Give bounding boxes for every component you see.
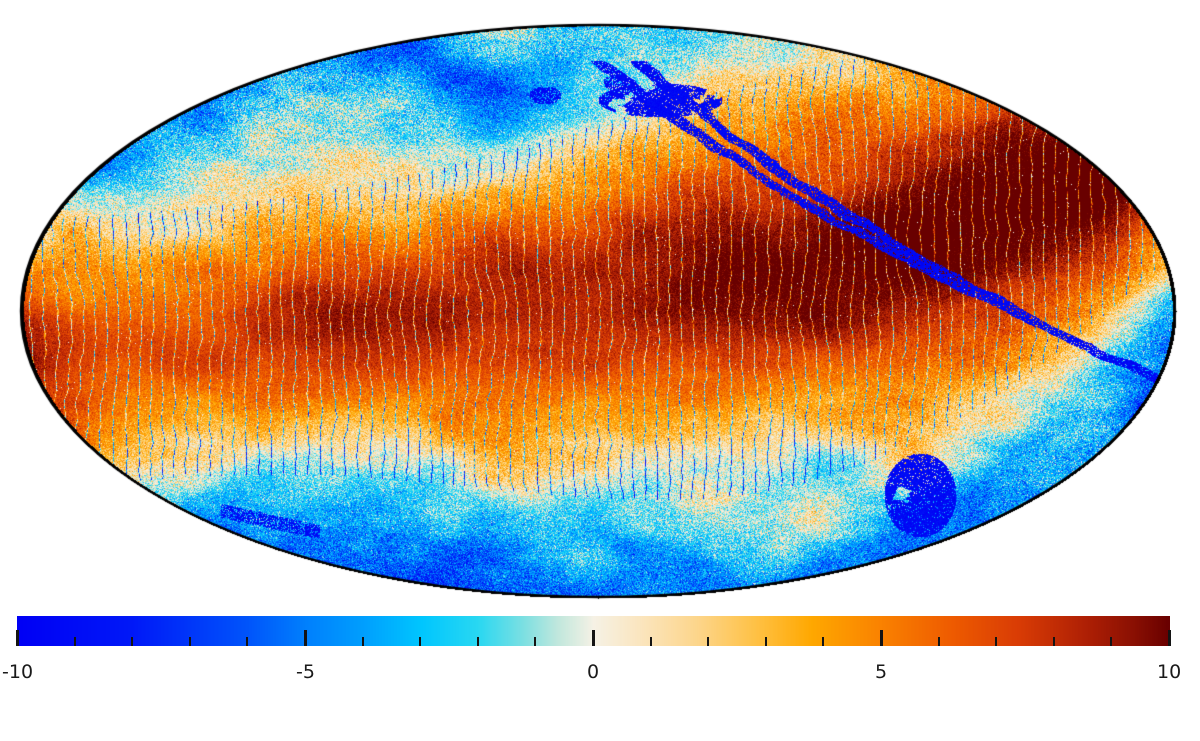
colorbar-label-10: 10 <box>1157 661 1182 683</box>
colorbar-tick-m4 <box>362 637 364 646</box>
colorbar-tick-m8 <box>131 637 133 646</box>
colorbar-tickmarks <box>16 630 1171 646</box>
colorbar-tick-m3 <box>419 637 421 646</box>
colorbar-tick-2 <box>707 637 709 646</box>
colorbar-label-5: 5 <box>875 661 888 683</box>
colorbar-label-0: 0 <box>587 661 600 683</box>
colorbar-tick-9 <box>1110 637 1112 646</box>
colorbar-ticklabels: -10 -5 0 5 10 <box>2 660 1181 688</box>
colorbar: -10 -5 0 5 10 <box>0 610 1200 741</box>
colorbar-tick-m6 <box>246 637 248 646</box>
colorbar-tick-10 <box>1168 630 1171 646</box>
allsky-map-panel <box>0 0 1200 610</box>
colorbar-label-m5: -5 <box>296 661 315 683</box>
colorbar-tick-3 <box>765 637 767 646</box>
colorbar-tick-m1 <box>534 637 536 646</box>
colorbar-tick-4 <box>822 637 824 646</box>
colorbar-tick-m9 <box>74 637 76 646</box>
colorbar-tick-m5 <box>304 630 307 646</box>
allsky-mollweide-map <box>0 0 1200 610</box>
colorbar-tick-8 <box>1053 637 1055 646</box>
colorbar-tick-7 <box>995 637 997 646</box>
colorbar-tick-m7 <box>189 637 191 646</box>
colorbar-tick-0 <box>592 630 595 646</box>
colorbar-tick-1 <box>650 637 652 646</box>
colorbar-tick-m2 <box>477 637 479 646</box>
colorbar-tick-m10 <box>16 630 19 646</box>
colorbar-tick-5 <box>880 630 883 646</box>
colorbar-label-m10: -10 <box>2 661 34 683</box>
colorbar-tick-6 <box>938 637 940 646</box>
